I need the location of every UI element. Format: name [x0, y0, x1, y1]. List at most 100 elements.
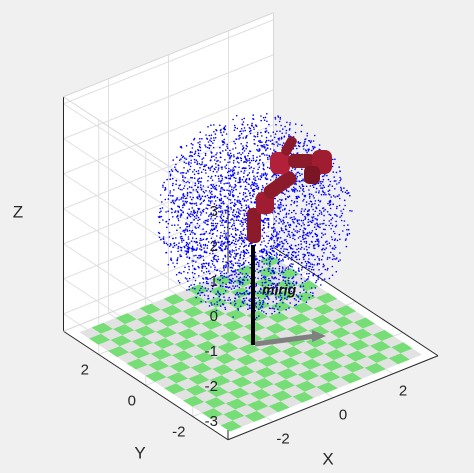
cloud-point [186, 191, 189, 194]
cloud-point [225, 247, 227, 249]
cloud-point [210, 137, 212, 139]
cloud-point [307, 260, 309, 263]
cloud-point [270, 307, 272, 310]
cloud-point [311, 149, 313, 152]
cloud-point [219, 270, 221, 272]
cloud-point [248, 292, 251, 295]
cloud-point [239, 185, 242, 188]
cloud-point [311, 221, 313, 224]
cloud-point [194, 182, 197, 184]
cloud-point [245, 287, 247, 289]
cloud-point [299, 180, 301, 183]
cloud-point [245, 178, 248, 181]
cloud-point [164, 188, 167, 190]
cloud-point [309, 195, 311, 197]
cloud-point [232, 282, 235, 284]
cloud-point [298, 196, 300, 198]
cloud-point [299, 298, 302, 300]
cloud-point [322, 234, 325, 236]
cloud-point [243, 219, 245, 221]
cloud-point [324, 208, 327, 211]
cloud-point [317, 274, 320, 277]
cloud-point [242, 297, 245, 300]
cloud-point [275, 298, 278, 300]
cloud-point [229, 161, 231, 163]
cloud-point [284, 193, 286, 196]
cloud-point [279, 201, 282, 204]
checker-tile [310, 314, 333, 326]
cloud-point [294, 187, 296, 190]
checker-tile [141, 342, 163, 354]
cloud-point [307, 221, 310, 223]
cloud-point [245, 148, 247, 150]
cloud-point [177, 170, 179, 173]
cloud-point [220, 182, 222, 184]
cloud-point [303, 144, 305, 146]
cloud-point [271, 234, 274, 237]
cloud-point [327, 178, 330, 181]
cloud-point [258, 162, 260, 164]
cloud-point [268, 279, 270, 282]
cloud-point [260, 274, 263, 277]
cloud-point [266, 246, 268, 248]
cloud-point [188, 285, 191, 288]
cloud-point [265, 235, 268, 237]
cloud-point [323, 192, 326, 194]
cloud-point [212, 142, 214, 144]
cloud-point [302, 178, 304, 180]
cloud-point [269, 179, 272, 181]
checker-tile [329, 327, 351, 339]
cloud-point [230, 208, 232, 210]
cloud-point [309, 233, 312, 235]
checker-tile [188, 373, 210, 385]
cloud-point [318, 144, 321, 146]
cloud-point [191, 213, 193, 216]
cloud-point [289, 122, 291, 124]
cloud-point [279, 294, 282, 297]
cloud-point [207, 204, 210, 206]
cloud-point [205, 219, 208, 222]
cloud-point [299, 286, 302, 288]
cloud-point [272, 300, 275, 303]
cloud-point [201, 138, 203, 140]
cloud-point [239, 202, 242, 205]
cloud-point [255, 125, 257, 127]
cloud-point [283, 242, 285, 245]
robot-name: mirig [262, 282, 297, 298]
cloud-point [193, 177, 196, 179]
cloud-point [273, 143, 275, 146]
cloud-point [234, 285, 237, 288]
cloud-point [322, 266, 324, 268]
cloud-point [242, 167, 244, 169]
cloud-point [237, 152, 239, 155]
cloud-point [249, 263, 252, 266]
cloud-point [183, 167, 185, 169]
cloud-point [242, 209, 244, 212]
cloud-point [246, 206, 248, 209]
cloud-point [279, 274, 282, 277]
cloud-point [212, 252, 214, 255]
cloud-point [173, 202, 176, 205]
cloud-point [276, 257, 278, 259]
cloud-point [225, 167, 227, 170]
cloud-point [245, 248, 248, 251]
cloud-point [249, 267, 251, 269]
ground-checkerboard [79, 255, 422, 432]
cloud-point [213, 227, 216, 229]
checker-tile [139, 303, 161, 315]
cloud-point [291, 258, 294, 261]
cloud-point [242, 233, 244, 236]
cloud-point [248, 243, 251, 245]
checker-tile [171, 350, 194, 362]
cloud-point [239, 257, 241, 259]
cloud-point [273, 241, 276, 244]
cloud-point [348, 232, 351, 235]
cloud-point [305, 201, 308, 203]
cloud-point [279, 299, 282, 302]
cloud-point [333, 258, 335, 260]
cloud-point [259, 155, 261, 157]
cloud-point [326, 243, 329, 245]
cloud-point [295, 274, 297, 276]
cloud-point [262, 301, 265, 303]
